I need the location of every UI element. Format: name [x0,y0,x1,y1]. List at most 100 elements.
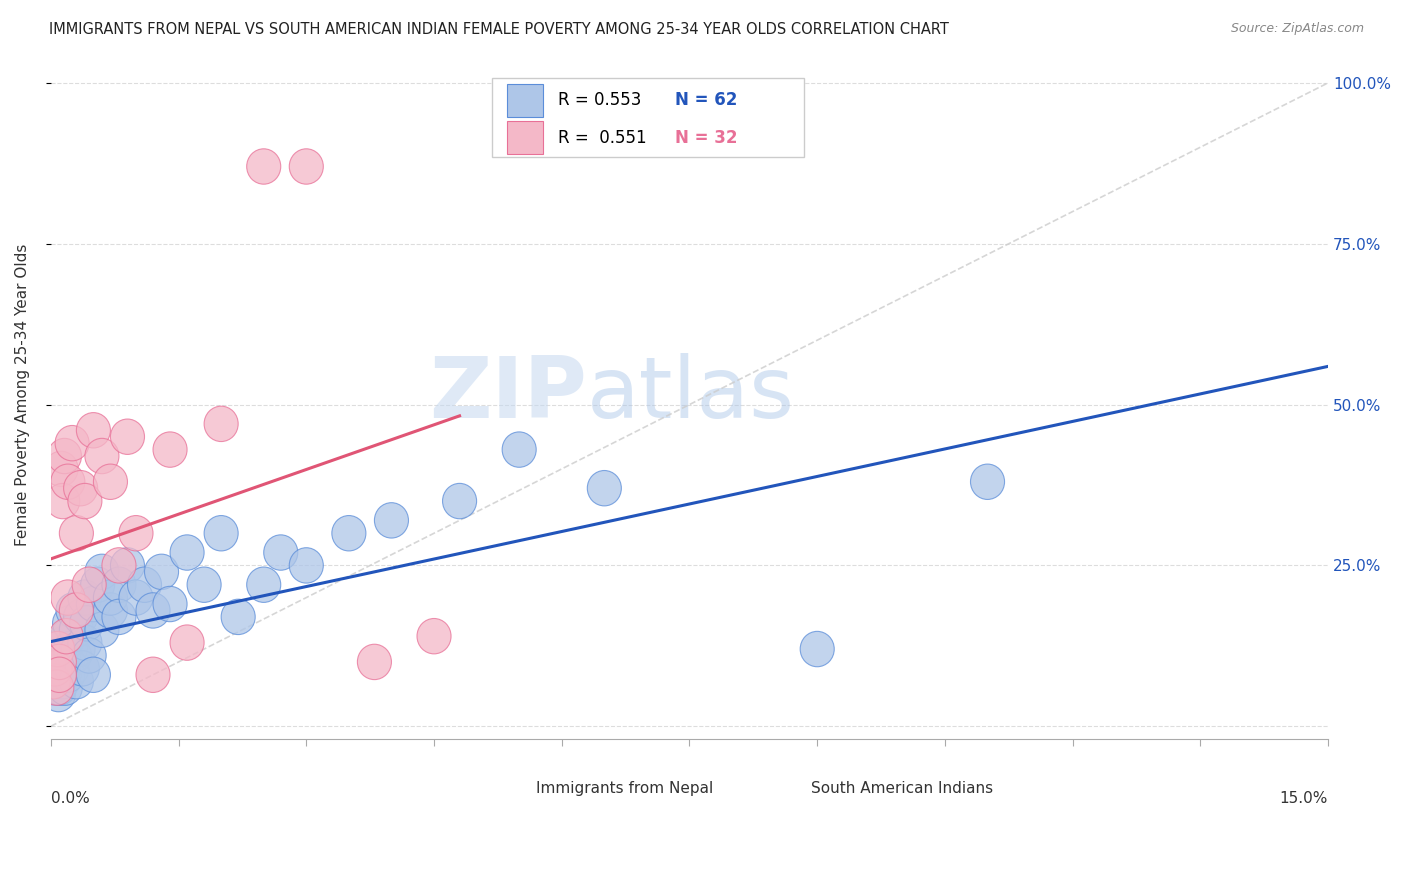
Text: Source: ZipAtlas.com: Source: ZipAtlas.com [1230,22,1364,36]
Ellipse shape [76,413,111,448]
Ellipse shape [51,464,84,500]
Ellipse shape [51,580,84,615]
Ellipse shape [63,470,97,506]
Ellipse shape [67,625,101,660]
Text: atlas: atlas [588,353,796,436]
Ellipse shape [221,599,256,634]
Ellipse shape [49,625,83,660]
Ellipse shape [80,567,115,602]
Ellipse shape [800,632,834,666]
Ellipse shape [59,593,93,628]
Ellipse shape [51,657,84,692]
Ellipse shape [65,650,100,686]
Ellipse shape [374,503,409,538]
Ellipse shape [136,593,170,628]
Ellipse shape [37,657,70,692]
Ellipse shape [84,438,120,474]
Ellipse shape [170,535,204,570]
Ellipse shape [76,586,111,622]
Ellipse shape [39,664,75,699]
Ellipse shape [153,586,187,622]
Ellipse shape [170,625,204,660]
Text: R =  0.551: R = 0.551 [558,128,647,146]
Ellipse shape [41,632,75,666]
Ellipse shape [48,670,83,706]
Ellipse shape [45,650,79,686]
Ellipse shape [93,464,128,500]
Ellipse shape [76,657,111,692]
Ellipse shape [101,548,136,583]
Ellipse shape [970,464,1004,500]
Text: R = 0.553: R = 0.553 [558,91,641,110]
Ellipse shape [60,632,96,666]
Ellipse shape [46,638,80,673]
Ellipse shape [84,612,120,648]
Text: Immigrants from Nepal: Immigrants from Nepal [536,781,713,797]
Text: N = 62: N = 62 [675,91,738,110]
Ellipse shape [101,567,136,602]
Ellipse shape [187,567,221,602]
Ellipse shape [48,657,82,692]
Ellipse shape [101,599,136,634]
Ellipse shape [44,451,79,487]
Text: South American Indians: South American Indians [811,781,993,797]
Ellipse shape [41,650,75,686]
Ellipse shape [128,567,162,602]
Ellipse shape [588,470,621,506]
Text: 0.0%: 0.0% [51,791,90,805]
Ellipse shape [93,593,128,628]
Ellipse shape [84,554,120,590]
Ellipse shape [72,567,107,602]
Ellipse shape [120,516,153,551]
Ellipse shape [55,425,89,461]
Ellipse shape [44,644,79,680]
Ellipse shape [42,670,76,706]
Ellipse shape [37,664,70,699]
Ellipse shape [59,664,93,699]
Ellipse shape [153,432,187,467]
Ellipse shape [145,554,179,590]
Ellipse shape [332,516,366,551]
Text: 15.0%: 15.0% [1279,791,1329,805]
Ellipse shape [39,644,73,680]
Bar [506,84,543,117]
Ellipse shape [111,548,145,583]
Ellipse shape [443,483,477,519]
Ellipse shape [136,657,170,692]
Ellipse shape [246,149,281,184]
Bar [506,121,543,154]
Ellipse shape [49,618,83,654]
Ellipse shape [38,670,72,706]
Ellipse shape [418,618,451,654]
Text: ZIP: ZIP [430,353,588,436]
Ellipse shape [290,149,323,184]
Ellipse shape [246,567,281,602]
Ellipse shape [290,548,323,583]
Ellipse shape [264,535,298,570]
Ellipse shape [204,516,238,551]
Ellipse shape [93,580,128,615]
Y-axis label: Female Poverty Among 25-34 Year Olds: Female Poverty Among 25-34 Year Olds [15,244,30,546]
Ellipse shape [67,580,101,615]
Ellipse shape [67,483,101,519]
Bar [498,779,526,799]
Ellipse shape [41,676,76,712]
Ellipse shape [42,632,76,666]
Ellipse shape [111,419,145,454]
Ellipse shape [56,593,90,628]
Ellipse shape [42,644,76,680]
Ellipse shape [42,657,76,692]
Bar [772,779,800,799]
Text: N = 32: N = 32 [675,128,738,146]
Ellipse shape [59,612,93,648]
Ellipse shape [502,432,536,467]
Ellipse shape [120,580,153,615]
Text: IMMIGRANTS FROM NEPAL VS SOUTH AMERICAN INDIAN FEMALE POVERTY AMONG 25-34 YEAR O: IMMIGRANTS FROM NEPAL VS SOUTH AMERICAN … [49,22,949,37]
Ellipse shape [53,632,87,666]
FancyBboxPatch shape [492,78,804,157]
Ellipse shape [46,483,80,519]
Ellipse shape [52,606,87,641]
Ellipse shape [59,516,93,551]
Ellipse shape [58,638,91,673]
Ellipse shape [51,618,84,654]
